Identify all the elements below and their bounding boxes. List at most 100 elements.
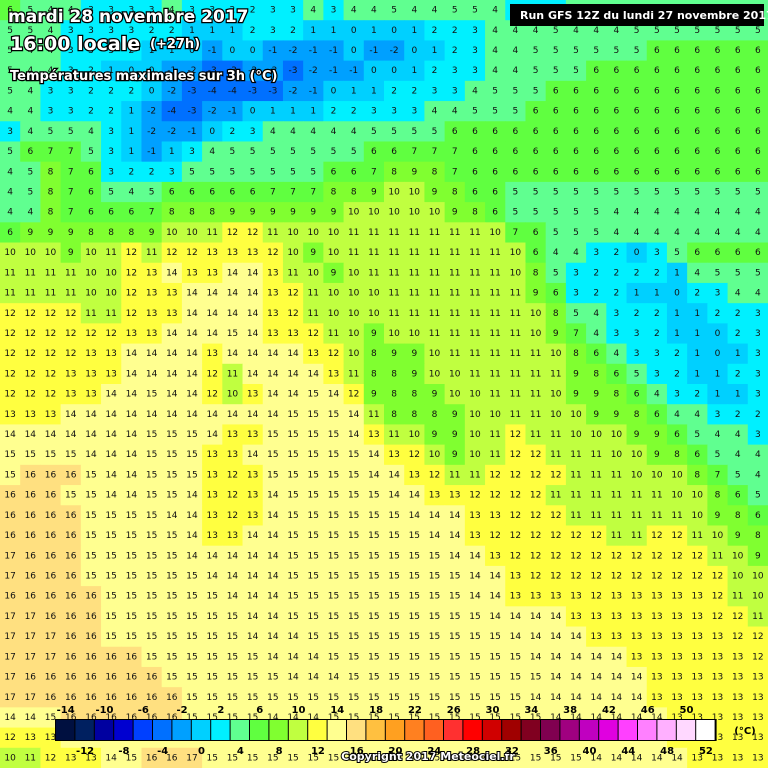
- temperature-cell: [60, 323, 82, 345]
- temperature-value: 14: [267, 551, 279, 561]
- temperature-cell: [707, 282, 729, 304]
- temperature-value: 15: [186, 592, 197, 602]
- temperature-value: 13: [570, 612, 581, 622]
- temperature-cell: [666, 181, 688, 203]
- temperature-cell: [646, 60, 668, 82]
- temperature-cell: [343, 161, 365, 183]
- temperature-cell: [141, 141, 163, 163]
- temperature-cell: [505, 323, 526, 345]
- temperature-value: 11: [611, 470, 622, 480]
- temperature-value: 14: [550, 693, 562, 703]
- temperature-value: 11: [469, 349, 480, 359]
- temperature-value: 4: [674, 208, 680, 218]
- temperature-value: 12: [712, 612, 723, 622]
- subtitle: Températures maximales sur 3h (°C): [10, 69, 277, 84]
- temperature-cell: [444, 60, 466, 82]
- temperature-cell: [222, 242, 244, 264]
- temperature-cell: [545, 80, 567, 102]
- temperature-value: 12: [45, 309, 56, 319]
- temperature-cell: [181, 343, 203, 365]
- temperature-value: 14: [489, 612, 501, 622]
- temperature-cell: [121, 40, 142, 62]
- temperature-value: 17: [45, 632, 56, 642]
- temperature-cell: [727, 282, 749, 304]
- temperature-cell: [282, 80, 304, 102]
- temperature-value: 11: [409, 248, 420, 258]
- temperature-cell: [525, 444, 547, 466]
- temperature-value: 16: [65, 551, 77, 561]
- temperature-cell: [545, 444, 567, 466]
- temperature-value: 5: [513, 208, 519, 218]
- temperature-value: 12: [570, 551, 581, 561]
- temperature-value: 11: [550, 369, 561, 379]
- temperature-cell: [141, 181, 163, 203]
- temperature-value: 15: [4, 470, 15, 480]
- temperature-cell: [505, 181, 526, 203]
- temperature-value: 15: [146, 491, 157, 501]
- temperature-cell: [181, 161, 203, 183]
- temperature-value: 15: [409, 612, 420, 622]
- temperature-cell: [40, 0, 62, 21]
- temperature-value: 1: [209, 26, 215, 36]
- temperature-cell: [747, 222, 768, 244]
- temperature-value: 13: [206, 248, 217, 258]
- temperature-value: 13: [651, 632, 662, 642]
- temperature-cell: [121, 202, 142, 223]
- temperature-value: 15: [368, 592, 379, 602]
- temperature-cell: [666, 60, 688, 82]
- temperature-value: 13: [712, 673, 723, 683]
- temperature-value: 13: [247, 511, 258, 521]
- temperature-value: 14: [247, 349, 259, 359]
- temperature-cell: [282, 161, 304, 183]
- temperature-cell: [121, 80, 142, 102]
- temperature-value: 14: [267, 390, 279, 400]
- temperature-value: 8: [755, 531, 761, 541]
- temperature-cell: [404, 101, 425, 122]
- temperature-value: 1: [735, 390, 741, 400]
- temperature-value: 12: [45, 329, 56, 339]
- temperature-cell: [343, 485, 365, 506]
- temperature-cell: [60, 404, 82, 425]
- temperature-cell: [262, 323, 284, 345]
- temperature-cell: [40, 60, 62, 82]
- temperature-value: 13: [45, 733, 56, 743]
- scale-label: 30: [486, 705, 500, 716]
- temperature-value: 6: [755, 127, 761, 137]
- temperature-cell: [40, 20, 62, 41]
- temperature-value: 1: [290, 107, 296, 117]
- temperature-cell: [40, 242, 62, 264]
- temperature-value: 11: [409, 309, 420, 319]
- temperature-cell: [262, 343, 284, 365]
- temperature-value: 13: [267, 289, 278, 299]
- temperature-cell: [222, 80, 244, 102]
- temperature-value: 6: [371, 147, 377, 157]
- temperature-value: 12: [247, 228, 258, 238]
- temperature-value: 11: [105, 248, 116, 258]
- temperature-value: 13: [692, 673, 703, 683]
- temperature-cell: [485, 222, 506, 244]
- temperature-cell: [687, 424, 708, 446]
- temperature-value: 5: [472, 6, 478, 16]
- temperature-value: 12: [25, 329, 36, 339]
- temperature-value: 5: [492, 86, 498, 96]
- temperature-value: 14: [247, 289, 259, 299]
- temperature-value: 13: [166, 309, 177, 319]
- temperature-value: 7: [68, 188, 74, 198]
- temperature-cell: [60, 363, 82, 385]
- temperature-value: 15: [510, 652, 521, 662]
- temperature-value: 12: [287, 289, 298, 299]
- temperature-cell: [464, 343, 486, 365]
- temperature-value: 5: [694, 188, 700, 198]
- temperature-value: -2: [147, 127, 156, 137]
- temperature-value: 16: [65, 612, 77, 622]
- temperature-cell: [727, 404, 749, 425]
- temperature-value: 2: [169, 26, 175, 36]
- temperature-cell: [121, 303, 142, 324]
- temperature-value: 6: [533, 228, 539, 238]
- temperature-cell: [202, 404, 223, 425]
- temperature-value: 15: [227, 329, 238, 339]
- temperature-cell: [464, 202, 486, 223]
- temperature-cell: [141, 222, 163, 244]
- temperature-cell: [384, 222, 405, 244]
- temperature-value: 14: [25, 430, 37, 440]
